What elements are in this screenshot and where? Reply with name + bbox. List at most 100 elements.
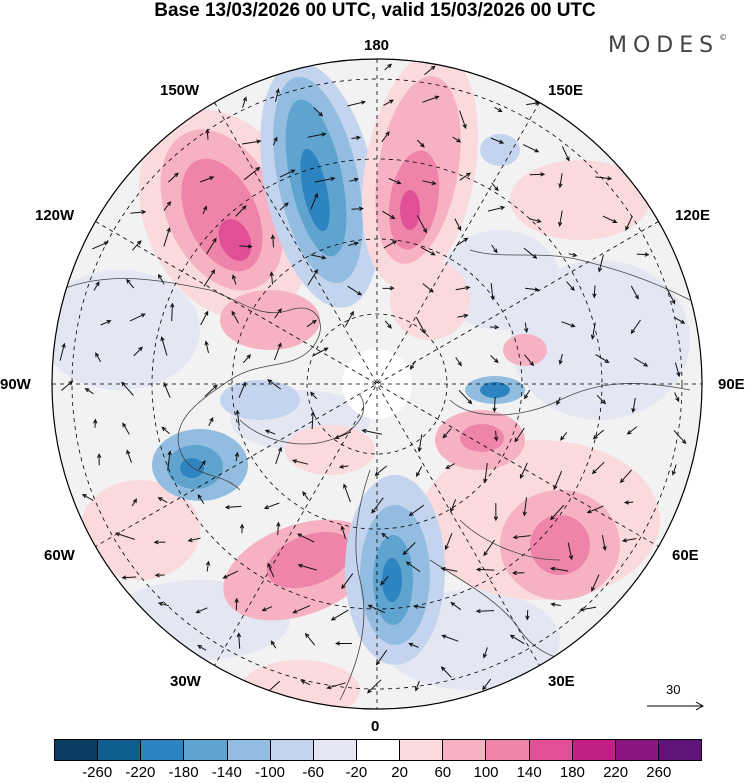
wind-arrow-icon: [310, 410, 316, 430]
wind-arrow-icon: [270, 234, 276, 248]
wind-arrow-icon: [95, 352, 102, 363]
wind-arrow-icon: [561, 321, 576, 328]
wind-arrow-icon: [409, 360, 416, 370]
wind-arrow-icon: [442, 428, 452, 439]
wind-arrow-icon: [375, 649, 388, 666]
wind-arrow-icon: [568, 252, 578, 257]
wind-arrow-icon: [161, 426, 170, 435]
wind-arrow-icon: [238, 381, 246, 398]
colorbar-swatch: [141, 740, 185, 760]
wind-arrow-icon: [592, 429, 604, 440]
colorbar-tick-label: 20: [391, 764, 408, 781]
wind-arrow-icon: [292, 605, 311, 614]
wind-arrow-icon: [450, 601, 462, 611]
lon-label-60e: 60E: [672, 547, 699, 564]
wind-arrow-icon: [239, 244, 253, 249]
colorbar-tick-label: 260: [646, 764, 672, 781]
wind-arrow-icon: [340, 525, 346, 540]
wind-arrow-icon: [626, 426, 638, 435]
wind-arrow-icon: [198, 459, 206, 470]
colorbar-tick-label: 180: [559, 764, 585, 781]
wind-arrow-icon: [596, 394, 607, 405]
wind-arrow-icon: [133, 346, 143, 357]
wind-arrow-icon: [475, 567, 495, 572]
wind-arrow-icon: [556, 396, 561, 406]
wind-arrow-icon: [208, 416, 214, 427]
wind-arrow-icon: [445, 463, 455, 469]
wind-arrow-icon: [236, 632, 242, 649]
colorbar-swatch: [270, 740, 314, 760]
wind-arrow-icon: [269, 271, 274, 285]
colorbar-tick-label: -60: [302, 764, 325, 781]
wind-arrow-icon: [129, 313, 146, 322]
reference-vector: 30: [645, 682, 705, 716]
wind-arrow-icon: [524, 354, 535, 367]
colorbar-tick-label: -20: [345, 764, 368, 781]
wind-arrow-icon: [361, 428, 382, 435]
wind-arrow-icon: [455, 237, 469, 247]
wind-arrow-icon: [523, 247, 538, 259]
wind-arrow-icon: [381, 532, 389, 540]
wind-arrow-icon: [382, 286, 395, 291]
wind-arrow-icon: [310, 254, 327, 260]
wind-arrow-icon: [115, 532, 135, 540]
wind-arrow-icon: [458, 389, 473, 405]
lon-label-120w: 120W: [35, 207, 75, 224]
wind-arrow-icon: [422, 180, 437, 186]
wind-arrow-icon: [131, 498, 137, 507]
wind-arrow-icon: [416, 215, 427, 234]
wind-arrow-icon: [163, 381, 171, 398]
colorbar-swatch: [227, 740, 271, 760]
colorbar-swatch: [98, 740, 142, 760]
wind-arrow-icon: [597, 254, 604, 273]
wind-arrow-icon: [441, 634, 459, 642]
wind-arrow-icon: [619, 469, 632, 484]
wind-arrow-icon: [371, 497, 384, 514]
wind-arrow-icon: [314, 176, 336, 183]
wind-arrow-icon: [408, 504, 424, 517]
wind-arrow-icon: [163, 227, 171, 247]
wind-arrow-icon: [275, 88, 280, 103]
wind-arrow-icon: [306, 319, 317, 328]
wind-arrow-icon: [341, 573, 354, 590]
wind-arrow-icon: [511, 570, 525, 576]
wind-arrow-icon: [121, 575, 137, 580]
wind-arrow-icon: [267, 562, 275, 578]
colorbar: [54, 739, 702, 761]
wind-arrow-icon: [666, 288, 676, 305]
wind-arrow-icon: [422, 95, 440, 103]
wind-arrow-icon: [92, 418, 98, 428]
colorbar-swatch: [572, 740, 616, 760]
wind-arrow-icon: [380, 576, 389, 586]
wind-arrow-icon: [126, 449, 132, 463]
wind-arrow-icon: [160, 336, 168, 356]
wind-arrow-icon: [523, 322, 529, 334]
wind-arrow-icon: [202, 205, 207, 215]
wind-arrow-icon: [489, 324, 500, 330]
wind-arrow-icon: [483, 647, 488, 659]
wind-arrow-icon: [519, 462, 528, 480]
wind-arrow-icon: [384, 63, 393, 71]
wind-arrow-icon: [674, 362, 681, 378]
wind-arrow-icon: [522, 497, 527, 517]
colorbar-tick-label: 220: [603, 764, 629, 781]
wind-arrow-icon: [313, 107, 324, 117]
wind-arrow-icon: [586, 505, 604, 514]
wind-arrow-icon: [492, 396, 497, 413]
colorbar-swatch: [658, 740, 702, 760]
wind-arrow-icon: [482, 678, 492, 691]
wind-arrow-icon: [100, 320, 112, 326]
wind-arrow-icon: [195, 607, 208, 614]
wind-arrow-icon: [490, 355, 499, 364]
wind-arrow-icon: [549, 566, 569, 572]
wind-arrow-icon: [455, 357, 462, 367]
wind-arrow-icon: [197, 493, 205, 504]
wind-arrow-icon: [493, 503, 499, 522]
lon-label-150w: 150W: [160, 82, 200, 99]
wind-arrow-icon: [224, 505, 242, 510]
wind-arrow-icon: [630, 285, 639, 300]
wind-arrow-icon: [591, 574, 600, 592]
wind-arrow-icon: [84, 387, 94, 395]
wind-arrow-icon: [459, 110, 467, 130]
colorbar-swatch: [615, 740, 659, 760]
